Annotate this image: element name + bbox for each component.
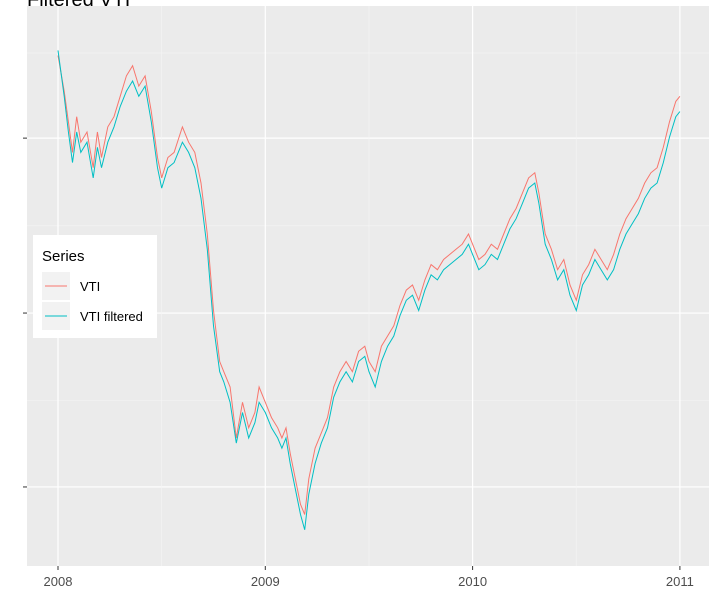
x-tick-label-0: 2008 xyxy=(44,574,73,589)
series-line-0 xyxy=(57,55,681,515)
legend-label-vti: VTI xyxy=(80,279,100,294)
x-tick-label-1: 2009 xyxy=(251,574,280,589)
legend-label-vti-filtered: VTI filtered xyxy=(80,309,143,324)
series-line-1 xyxy=(57,50,681,530)
x-tick-label-3: 2011 xyxy=(666,574,694,589)
chart-title: Filtered VTI xyxy=(27,0,130,11)
legend: Series VTI VTI filtered xyxy=(33,235,157,338)
axes: 2008 2009 2010 2011 xyxy=(23,137,694,589)
x-tick-label-2: 2010 xyxy=(458,574,487,589)
legend-title: Series xyxy=(42,248,85,265)
series-lines xyxy=(57,50,681,530)
